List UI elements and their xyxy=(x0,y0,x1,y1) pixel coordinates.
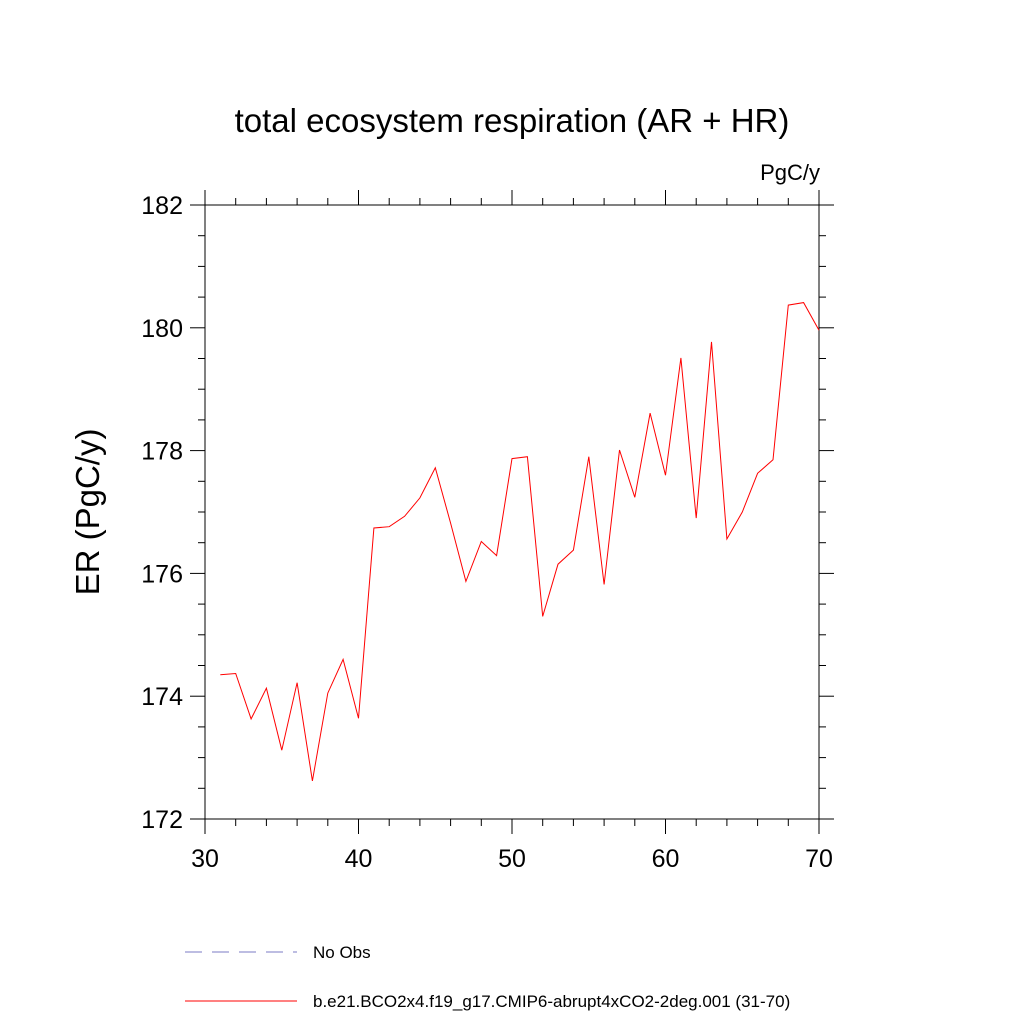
y-tick-label: 172 xyxy=(141,806,183,834)
plot-frame xyxy=(204,204,820,820)
legend: No Obs b.e21.BCO2x4.f19_g17.CMIP6-abrupt… xyxy=(185,943,790,1011)
chart-title: total ecosystem respiration (AR + HR) xyxy=(235,102,790,139)
y-tick-label: 176 xyxy=(141,560,183,588)
x-tick-label: 50 xyxy=(498,845,526,873)
units-label: PgC/y xyxy=(760,160,820,185)
axis-tick-labels: 30 40 50 60 70 172 174 176 178 180 182 xyxy=(141,192,833,873)
x-tick-label: 60 xyxy=(652,845,680,873)
y-axis-label: ER (PgC/y) xyxy=(69,429,106,596)
legend-label-no-obs: No Obs xyxy=(313,943,371,962)
y-tick-label: 178 xyxy=(141,438,183,466)
legend-label-model-run: b.e21.BCO2x4.f19_g17.CMIP6-abrupt4xCO2-2… xyxy=(313,992,790,1011)
x-tick-label: 70 xyxy=(805,845,833,873)
y-tick-label: 174 xyxy=(141,683,183,711)
series-layer xyxy=(220,302,820,781)
x-tick-label: 30 xyxy=(191,845,219,873)
series-line xyxy=(220,302,820,781)
y-tick-label: 182 xyxy=(141,192,183,220)
axis-ticks xyxy=(190,190,834,834)
y-tick-label: 180 xyxy=(141,315,183,343)
x-tick-label: 40 xyxy=(345,845,373,873)
